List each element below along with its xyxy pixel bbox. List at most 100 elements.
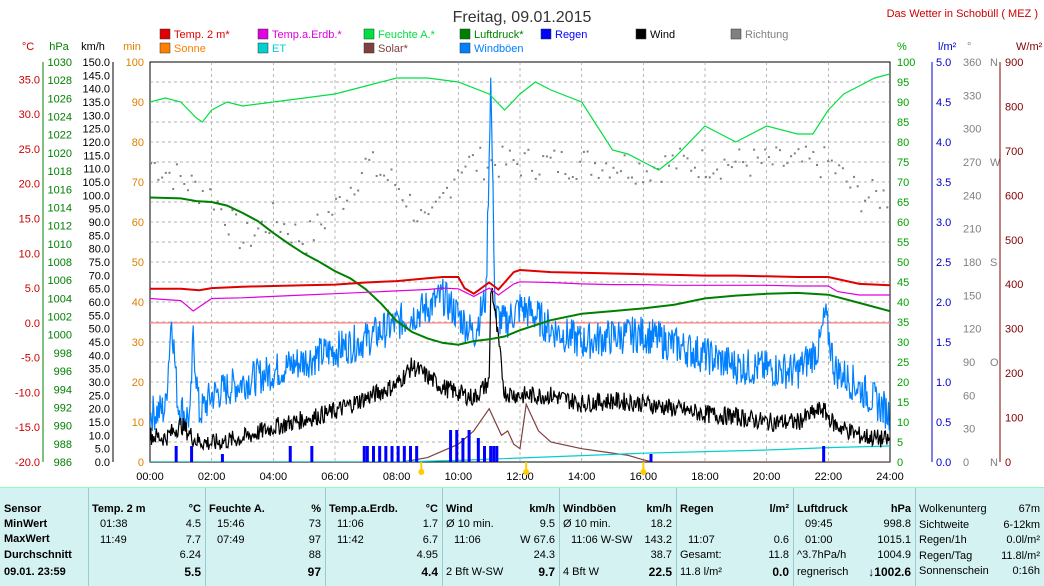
series-point-richtung: [338, 196, 341, 199]
stats-col5: Wind km/h Ø 10 min. 9.5 11:06 W 67.6 24.3 2 Bft…: [442, 488, 560, 586]
tick-wind: 30.0: [89, 377, 110, 389]
series-point-richtung: [253, 234, 256, 237]
tick-humidity: 60: [897, 217, 909, 229]
tick-x: 14:00: [568, 471, 596, 483]
axis-unit-sun: min: [123, 41, 141, 53]
tick-humidity: 45: [897, 277, 909, 289]
tick-wind: 15.0: [89, 417, 110, 429]
stats-header: Temp. 2 m °C: [92, 502, 201, 517]
stats-label: Regen/Tag: [919, 549, 973, 562]
series-point-richtung: [212, 208, 215, 211]
tick-rain: 4.0: [936, 137, 951, 149]
stats-header-name: Regen: [680, 503, 714, 515]
stats-header-name: Temp. 2 m: [92, 503, 146, 515]
tick-rain: 5.0: [936, 57, 951, 69]
tick-wind: 115.0: [83, 150, 110, 162]
series-line-feuchte-a: [150, 73, 890, 171]
series-point-richtung: [605, 162, 608, 165]
tick-pressure: 1018: [48, 166, 72, 178]
tick-sun: 20: [132, 377, 144, 389]
tick-x: 00:00: [136, 471, 164, 483]
series-point-richtung: [483, 178, 485, 181]
stats-col7: Regen l/m² 11:07 0.6 Gesamt: 11.8 11.8 l/m² 0.0: [676, 488, 794, 586]
tick-wind: 50.0: [89, 324, 110, 336]
series-point-richtung: [801, 160, 804, 163]
stats-time: 11:06: [337, 518, 364, 530]
series-point-richtung: [767, 156, 770, 159]
series-point-richtung: [298, 240, 300, 243]
tick-sun: 90: [132, 97, 144, 109]
series-point-richtung: [564, 173, 567, 176]
tick-humidity: 90: [897, 97, 909, 109]
stats-value: 38.7: [650, 549, 672, 561]
tick-humidity: 50: [897, 257, 909, 269]
tick-pressure: 1016: [48, 184, 72, 196]
series-point-richtung: [734, 160, 737, 163]
stats-footer: 2 Bft W-SW 9.7: [446, 565, 555, 580]
series-point-richtung: [705, 175, 707, 178]
tick-sun: 30: [132, 337, 144, 349]
tick-humidity: 0: [897, 457, 903, 469]
chart-title: Freitag, 09.01.2015: [453, 9, 592, 26]
stats-time: 11:07: [688, 533, 715, 546]
stats-time: ^3.7hPa/h: [797, 549, 847, 561]
series-point-richtung: [272, 202, 275, 205]
site-label: Das Wetter in Schobüll ( MEZ ): [887, 8, 1038, 20]
stats-footer-label: 11.8 l/m²: [680, 566, 722, 578]
series-point-richtung: [830, 159, 833, 162]
tick-sun: 50: [132, 257, 144, 269]
stats-table: Sensor MinWert MaxWert Durchschnitt 09.0…: [0, 487, 1044, 586]
stats-current-value: 5.5: [184, 565, 201, 579]
series-point-richtung: [198, 202, 201, 205]
series-point-richtung: [379, 173, 382, 176]
rain-bar: [402, 446, 406, 462]
series-point-richtung: [538, 173, 541, 176]
stats-time: 01:38: [100, 518, 128, 530]
series-point-richtung: [179, 175, 182, 178]
series-point-richtung: [275, 221, 278, 224]
tick-rain: 4.5: [936, 97, 951, 109]
series-point-richtung: [590, 173, 593, 176]
series-point-richtung: [671, 154, 674, 157]
tick-humidity: 10: [897, 417, 909, 429]
tick-direction: 270: [963, 157, 981, 169]
series-point-richtung: [594, 162, 596, 165]
series-point-richtung: [712, 172, 715, 175]
tick-solar: 600: [1005, 190, 1023, 202]
stats-footer-label: 2 Bft W-SW: [446, 566, 504, 578]
tick-rain: 1.5: [936, 337, 951, 349]
stats-row: ^3.7hPa/h 1004.9: [797, 548, 911, 563]
legend-label: Windböen: [474, 43, 524, 55]
rain-bar: [310, 446, 314, 462]
stats-footer: 11.8 l/m² 0.0: [680, 565, 789, 580]
tick-pressure: 1000: [48, 330, 72, 342]
stats-label-min: MinWert: [4, 518, 48, 530]
rain-bar: [495, 446, 499, 462]
tick-direction: 330: [963, 90, 981, 102]
series-point-richtung: [534, 177, 537, 180]
stats-header-unit: l/m²: [769, 503, 789, 515]
tick-temp: 25.0: [19, 144, 40, 156]
legend-swatch: [459, 42, 471, 54]
legend-swatch: [363, 28, 375, 40]
series-point-richtung: [394, 184, 397, 187]
series-point-richtung: [823, 146, 826, 149]
stats-footer: 97: [209, 565, 321, 580]
series-point-richtung: [642, 181, 645, 184]
series-point-richtung: [153, 161, 156, 164]
tick-pressure: 996: [54, 366, 72, 378]
series-point-richtung: [320, 223, 323, 226]
series-point-richtung: [294, 223, 297, 226]
rain-bar: [476, 438, 480, 462]
rain-bar: [174, 446, 178, 462]
series-point-richtung: [279, 230, 282, 233]
series-point-richtung: [227, 233, 230, 236]
axis-unit-rain: l/m²: [938, 41, 957, 53]
series-point-richtung: [878, 206, 881, 209]
tick-solar: 300: [1005, 324, 1023, 336]
stats-current-value: 4.4: [421, 565, 438, 579]
rain-bar: [449, 430, 453, 462]
series-point-richtung: [775, 146, 778, 149]
series-point-richtung: [264, 231, 267, 234]
series-point-richtung: [405, 205, 408, 208]
